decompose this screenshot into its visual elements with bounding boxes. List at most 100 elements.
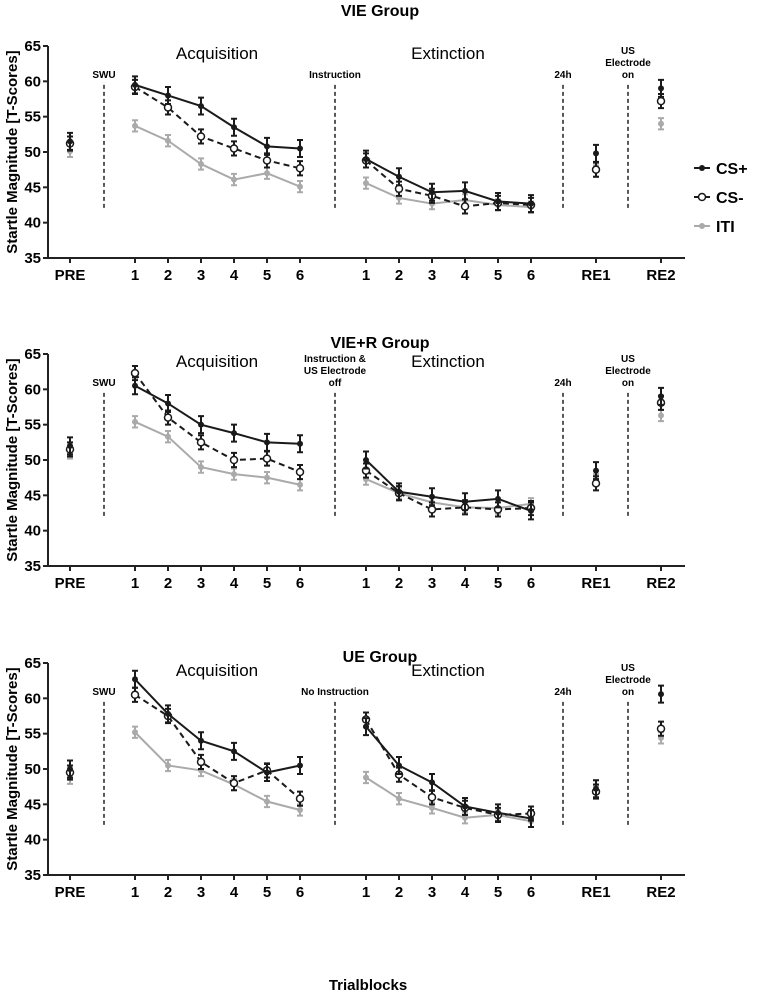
y-tick-label: 65: [24, 38, 41, 55]
x-tick-label: 4: [230, 267, 239, 284]
point-ITI: [297, 481, 303, 488]
point-ITI: [231, 176, 237, 183]
point-ITI: [264, 474, 270, 481]
x-tick-label: 4: [230, 884, 239, 901]
point-ITI: [462, 814, 468, 821]
series-line-ITI: [365, 478, 532, 510]
point-ITI: [429, 804, 435, 811]
x-tick-label: 2: [395, 267, 403, 284]
series-line-CS+: [134, 83, 301, 150]
point-ITI: [165, 433, 171, 440]
point-CS+: [297, 145, 303, 152]
annotation: US: [621, 663, 635, 674]
y-tick-label: 45: [24, 179, 41, 196]
point-CS-: [130, 368, 140, 378]
x-tick-label: RE1: [581, 267, 610, 284]
point-CS-: [262, 156, 272, 165]
point-CS+: [429, 493, 435, 500]
annotation: 24h: [554, 70, 571, 81]
x-tick-label: 3: [197, 575, 205, 592]
y-tick-label: 60: [24, 690, 41, 707]
x-tick-label: 4: [230, 575, 239, 592]
x-tick-label: 2: [164, 884, 172, 901]
annotation: on: [622, 70, 634, 81]
phase-label: Acquisition: [176, 44, 258, 63]
y-tick-label: 40: [24, 523, 41, 540]
phase-label: Acquisition: [176, 661, 258, 680]
point-CS+: [165, 710, 171, 717]
legend-label: CS+: [716, 161, 748, 178]
annotation: US Electrode: [304, 366, 367, 377]
x-tick-label: 6: [296, 884, 304, 901]
point-CS+: [593, 150, 599, 157]
point-ITI: [658, 120, 664, 127]
series-line-ITI: [134, 124, 301, 188]
x-tick-label: 1: [362, 575, 370, 592]
legend-marker: [699, 223, 705, 229]
series-line-CS-: [365, 719, 532, 816]
point-CS+: [165, 400, 171, 407]
point-ITI: [297, 183, 303, 190]
x-tick-label: 5: [263, 575, 271, 592]
series-line-CS+: [365, 459, 532, 512]
y-tick-label: 45: [24, 487, 41, 504]
x-tick-label: RE2: [646, 267, 675, 284]
x-tick-label: 2: [395, 575, 403, 592]
x-tick-label: 6: [296, 575, 304, 592]
y-tick-label: 65: [24, 346, 41, 363]
annotation: SWU: [92, 687, 115, 698]
series-line-CS-: [134, 693, 301, 800]
annotation: off: [329, 378, 342, 389]
series-line-CS-: [134, 372, 301, 473]
point-ITI: [264, 798, 270, 805]
point-CS-: [229, 455, 239, 465]
x-tick-label: 6: [527, 267, 535, 284]
x-tick-label: 1: [131, 267, 139, 284]
point-CS+: [528, 200, 534, 207]
x-tick-label: 3: [197, 267, 205, 284]
panel-title: VIE Group: [341, 3, 419, 20]
y-tick-label: 55: [24, 726, 41, 743]
x-tick-label: PRE: [55, 884, 86, 901]
x-tick-label: 5: [263, 267, 271, 284]
point-CS+: [132, 382, 138, 389]
series-line-ITI: [134, 731, 301, 811]
y-tick-label: 55: [24, 109, 41, 126]
x-tick-label: 1: [362, 267, 370, 284]
x-tick-label: 1: [131, 575, 139, 592]
phase-label: Acquisition: [176, 352, 258, 371]
annotation: on: [622, 378, 634, 389]
legend-label: ITI: [716, 219, 735, 236]
series-line-ITI: [365, 776, 532, 823]
x-tick-label: 1: [362, 884, 370, 901]
point-ITI: [132, 122, 138, 129]
x-tick-label: PRE: [55, 575, 86, 592]
point-CS+: [495, 198, 501, 205]
x-tick-label: 2: [395, 884, 403, 901]
x-tick-label: 4: [461, 267, 470, 284]
x-tick-label: RE1: [581, 884, 610, 901]
point-CS+: [462, 498, 468, 505]
y-axis-label: Startle Magnitude [T-Scores]: [4, 358, 21, 561]
annotation: US: [621, 46, 635, 57]
series-line-ITI: [134, 420, 301, 486]
point-CS+: [363, 457, 369, 463]
phase-label: Extinction: [411, 661, 485, 680]
annotation: 24h: [554, 687, 571, 698]
point-CS+: [462, 803, 468, 810]
point-CS+: [429, 189, 435, 196]
annotation: 24h: [554, 378, 571, 389]
x-tick-label: RE1: [581, 575, 610, 592]
point-CS+: [495, 495, 501, 502]
y-tick-label: 50: [24, 761, 41, 778]
x-tick-label: 2: [164, 575, 172, 592]
series-line-CS-: [134, 86, 301, 170]
x-tick-label: 4: [461, 575, 470, 592]
legend-item: CS+: [694, 161, 748, 178]
y-tick-label: 60: [24, 73, 41, 90]
annotation: Electrode: [605, 366, 651, 377]
annotation: Instruction &: [304, 354, 366, 365]
